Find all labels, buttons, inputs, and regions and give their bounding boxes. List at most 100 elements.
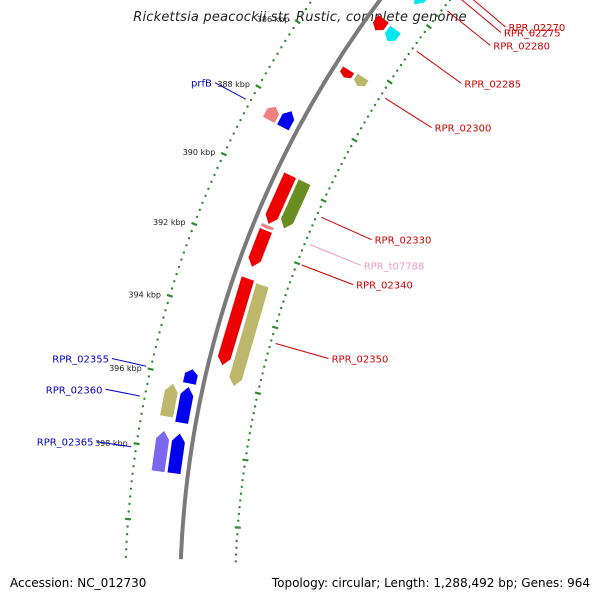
tick-dot [173, 280, 176, 283]
tick-dot [243, 465, 246, 468]
tick-dot [133, 457, 136, 460]
feature-label-line [214, 82, 247, 100]
feature-rpr_02355-arrow [183, 369, 198, 385]
tick-dot [272, 59, 275, 62]
tick-label: 396 kbp [109, 364, 142, 373]
tick-dot [156, 338, 159, 341]
tick-mark [320, 198, 327, 203]
tick-dot [334, 175, 337, 178]
tick-dot [268, 345, 271, 349]
tick-dot [346, 150, 350, 154]
feature-label-line [96, 441, 132, 448]
tick-dot [440, 9, 443, 12]
tick-dot [249, 98, 253, 102]
tick-dot [140, 412, 143, 415]
tick-dot [187, 237, 191, 240]
tick-dot [236, 533, 239, 536]
feature-label: RPR_02300 [435, 124, 492, 135]
feature-rpr_02360b-arrow [160, 383, 178, 418]
feature-rpr_02360-arrow [175, 387, 194, 424]
tick-dot [331, 181, 334, 184]
tick-dot [141, 405, 145, 408]
tick-dot [239, 492, 243, 495]
tick-dot [264, 359, 268, 362]
tick-dot [225, 146, 229, 149]
tick-dot [234, 553, 238, 556]
tick-dot [219, 159, 222, 163]
tick-dot [415, 41, 418, 45]
tick-dot [177, 265, 181, 269]
feature-rpr_02300b-arrow [353, 73, 369, 87]
feature-label: RPR_02275 [504, 29, 561, 40]
feature-label: RPR_02355 [52, 355, 109, 366]
tick-dot [152, 353, 156, 356]
tick-dot [128, 502, 131, 506]
tick-dot [134, 450, 137, 453]
tick-dot [238, 506, 241, 509]
feature-label-line [301, 264, 354, 286]
tick-mark [294, 19, 301, 25]
tick-dot [431, 20, 435, 23]
tick-dot [381, 92, 384, 95]
feature-label: RPR_02330 [375, 236, 432, 247]
tick-dot [284, 39, 287, 43]
feature-rpr_02285-arrow [372, 14, 389, 31]
tick-label: 392 kbp [153, 218, 186, 227]
tick-dot [195, 215, 199, 219]
tick-dot [130, 480, 133, 483]
tick-dot [170, 287, 174, 290]
feature-label-line [416, 50, 462, 84]
tick-mark [351, 137, 358, 143]
tick-dot [300, 14, 303, 17]
tick-dot [359, 127, 363, 130]
tick-mark [147, 367, 154, 371]
tick-dot [201, 201, 204, 204]
tick-dot [229, 139, 232, 142]
feature-label-line [447, 10, 491, 46]
tick-dot [291, 274, 294, 278]
tick-dot [316, 211, 320, 215]
tick-dot [282, 300, 285, 303]
tick-dot [396, 69, 399, 72]
tick-dot [239, 118, 242, 122]
feature-label-line [275, 343, 329, 359]
tick-dot [275, 319, 279, 323]
tick-mark [271, 325, 279, 330]
tick-dot [146, 382, 149, 386]
feature-label: RPR_02350 [332, 355, 389, 366]
tick-dot [298, 255, 301, 259]
tick-dot [288, 33, 291, 36]
tick-dot [325, 193, 328, 196]
tick-mark [386, 79, 393, 85]
feature-prfb-arrow [263, 106, 279, 123]
tick-dot [278, 313, 281, 316]
tick-dot [190, 229, 193, 233]
feature-label: RPR_02340 [356, 281, 413, 292]
tick-dot [247, 438, 250, 442]
tick-dot [239, 499, 242, 502]
feature-label-line [321, 216, 372, 241]
tick-dot [303, 243, 306, 246]
tick-dot [255, 398, 258, 401]
tick-dot [234, 560, 237, 563]
tick-dot [308, 230, 311, 233]
feature-label-line [384, 97, 432, 129]
feature-rpr_02365b-arrow [151, 430, 170, 473]
tick-mark [242, 458, 249, 462]
tick-dot [175, 272, 178, 276]
feature-label: RPR_02270 [509, 23, 566, 34]
tick-dot [213, 173, 216, 177]
tick-dot [272, 332, 275, 336]
tick-dot [252, 411, 255, 415]
tick-dot [232, 132, 235, 135]
feature-label-line [105, 388, 140, 397]
feature-label-line [111, 358, 147, 367]
tick-dot [139, 420, 142, 423]
tick-dot [276, 52, 279, 55]
tick-dot [126, 525, 129, 528]
feature-rpr_02300-arrow [340, 66, 355, 79]
tick-dot [286, 287, 289, 290]
tick-dot [164, 309, 167, 312]
tick-dot [373, 103, 377, 107]
